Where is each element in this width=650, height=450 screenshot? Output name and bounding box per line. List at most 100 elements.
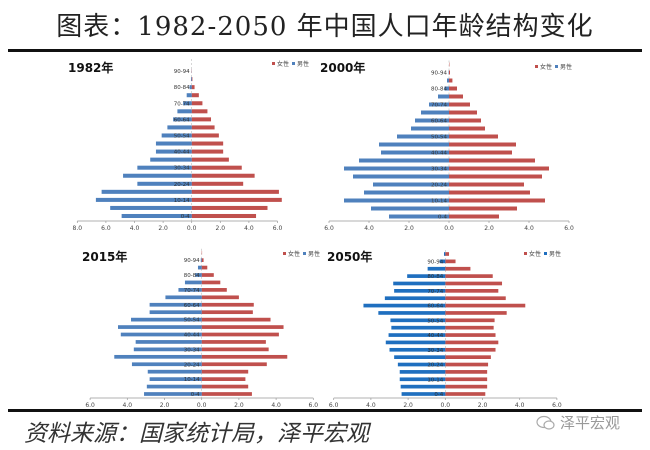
legend-female-swatch [524, 252, 527, 255]
x-tick-label: 0.0 [441, 402, 451, 409]
pyramid-chart-2: 0-4 10-14 20-24 30-34 40-44 50-54 60-64 70-74 80… [82, 248, 320, 409]
male-bar [110, 205, 192, 210]
female-bar [449, 206, 517, 211]
x-tick-label: 2.0 [234, 402, 244, 409]
x-tick-label: 4.0 [130, 225, 140, 232]
age-label: 50-54 [427, 318, 443, 324]
male-bar [131, 317, 202, 322]
age-label: 60-64 [184, 303, 200, 309]
female-bar [445, 311, 507, 315]
pyramid-chart-1: 0-4 10-14 20-24 30-34 40-44 50-54 60-64 70-74 80… [320, 60, 574, 232]
male-bar [390, 318, 446, 323]
male-bar [155, 149, 192, 154]
female-bar [445, 355, 491, 359]
female-bar [449, 118, 481, 123]
age-label: 50-54 [184, 318, 200, 324]
female-bar [445, 281, 503, 286]
female-bar [201, 317, 271, 322]
female-bar [445, 325, 494, 330]
male-bar [393, 281, 446, 286]
male-bar [114, 354, 202, 359]
male-bar [195, 273, 202, 277]
male-bar [161, 133, 192, 138]
chart-title: 2050年 [327, 249, 372, 264]
wechat-icon [536, 415, 555, 430]
age-label: 90-94 [174, 69, 190, 75]
male-bar [443, 252, 446, 256]
legend-male-swatch [292, 62, 295, 65]
male-bar [427, 266, 446, 271]
female-bar [201, 354, 288, 359]
male-bar [439, 259, 446, 264]
female-bar [445, 384, 488, 389]
age-label: 20-24 [427, 363, 443, 369]
female-bar [445, 392, 486, 396]
male-bar [149, 302, 202, 307]
x-tick-label: 0.0 [187, 225, 197, 232]
pyramid-chart-3: 0-4 10-14 20-24 30-34 40-44 50-54 60-64 70-74 80… [327, 249, 562, 409]
female-bar [201, 392, 252, 396]
female-bar [191, 149, 224, 154]
male-bar [344, 198, 449, 203]
age-label: 80-84 [427, 274, 443, 280]
male-bar [397, 134, 449, 139]
chart-title: 2000年 [320, 60, 365, 75]
age-label: 0-4 [181, 214, 190, 220]
female-bar [449, 182, 524, 187]
male-bar [371, 206, 449, 211]
male-bar [137, 181, 192, 186]
female-bar [449, 70, 450, 75]
x-tick-label: 2.0 [216, 225, 226, 232]
female-bar [449, 78, 453, 83]
male-bar [155, 141, 192, 146]
female-bar [449, 94, 463, 99]
female-bar [191, 197, 282, 202]
female-bar [201, 362, 267, 367]
female-bar [449, 214, 499, 219]
male-bar [421, 110, 449, 115]
female-bar [201, 288, 227, 292]
legend-male-swatch [303, 252, 306, 255]
male-bar [429, 102, 449, 107]
age-label: 70-74 [184, 288, 200, 294]
female-bar [449, 166, 549, 171]
female-bar [445, 362, 489, 367]
age-label: 30-34 [431, 167, 447, 173]
male-bar [178, 288, 202, 292]
female-bar [201, 384, 249, 389]
female-bar [449, 198, 545, 203]
female-bar [201, 340, 266, 344]
male-bar [95, 197, 192, 202]
female-bar [449, 190, 530, 195]
female-bar [201, 302, 254, 307]
male-bar [381, 150, 449, 155]
age-label: 0-4 [191, 392, 200, 398]
x-tick-label: 2.0 [403, 402, 413, 409]
female-bar [191, 141, 224, 146]
male-bar [149, 310, 202, 315]
female-bar [201, 295, 239, 300]
male-bar [137, 165, 192, 170]
male-bar [399, 370, 446, 374]
male-bar [407, 274, 446, 278]
x-tick-label: 2.0 [478, 402, 488, 409]
female-bar [449, 86, 457, 91]
male-bar [359, 158, 449, 163]
male-bar [389, 214, 449, 219]
male-bar [399, 377, 446, 382]
male-bar [378, 311, 446, 315]
watermark: 泽平宏观 [536, 412, 620, 433]
female-bar [191, 117, 212, 122]
age-label: 70-74 [431, 103, 447, 109]
age-label: 60-64 [174, 117, 190, 123]
female-bar [445, 347, 496, 352]
male-bar [394, 355, 446, 359]
female-bar [191, 173, 255, 178]
age-label: 40-44 [184, 333, 200, 339]
legend-female-swatch [272, 62, 275, 65]
x-tick-label: 2.0 [404, 225, 414, 232]
male-bar [344, 166, 449, 171]
female-bar [191, 77, 193, 82]
age-label: 70-74 [427, 289, 443, 295]
